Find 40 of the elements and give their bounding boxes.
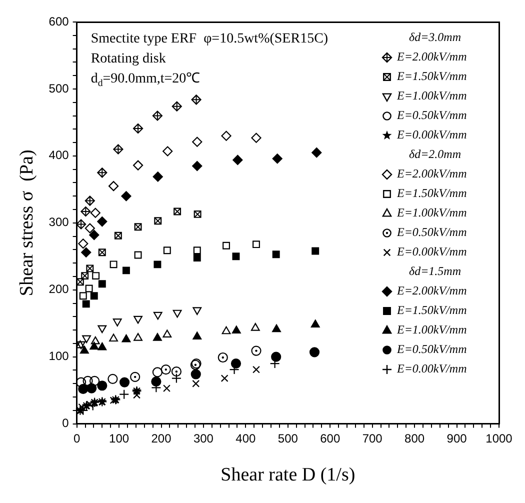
legend-label: E=0.50kV/mm [396,342,468,356]
legend-label: E=0.00kV/mm [396,128,468,142]
x-tick-label: 600 [320,431,340,446]
legend-label: E=0.00kV/mm [396,362,468,376]
annotation: δd=1.5mm [409,264,462,278]
y-tick-label: 0 [62,416,70,430]
x-tick-label: 100 [109,431,130,446]
y-tick-label: 500 [48,81,70,96]
x-tick-label: 900 [446,431,468,446]
legend-label: E=0.50kV/mm [396,108,468,122]
legend-label: E=0.00kV/mm [396,244,468,259]
legend-label: E=0.50kV/mm [396,225,468,240]
y-tick-label: 400 [48,148,70,162]
annotation: δd=2.0mm [409,147,462,162]
annotation: Smectite type ERF φ=10.5wt%(SER15C) [90,32,328,47]
legend-label: E=2.00kV/mm [396,50,468,64]
legend-label: E=1.50kV/mm [396,303,468,318]
legend-label: E=1.00kV/mm [396,88,468,103]
y-axis-title: Shear stress σ (Pa) [16,150,38,296]
x-tick-label: 200 [151,431,172,446]
legend-label: E=2.00kV/mm [396,166,468,181]
x-axis-title: Shear rate D (1/s) [220,464,356,486]
annotation: δd=3.0mm [409,30,462,44]
x-tick-label: 700 [362,431,383,446]
x-tick-label: 300 [193,431,214,446]
x-tick-label: 400 [236,431,256,446]
legend-label: E=2.00kV/mm [396,284,468,298]
x-tick-label: 800 [404,431,425,446]
y-tick-label: 600 [48,14,70,28]
x-tick-label: 500 [278,431,298,446]
y-tick-label: 200 [48,282,70,296]
y-tick-label: 100 [48,349,70,364]
x-tick-label: 1000 [486,431,513,446]
legend-label: E=1.00kV/mm [396,206,468,220]
annotation: Rotating disk [90,52,166,67]
legend-label: E=1.50kV/mm [396,69,468,84]
legend-label: E=1.50kV/mm [396,186,468,200]
x-tick-label: 0 [73,431,80,446]
legend-label: E=1.00kV/mm [396,322,468,337]
y-tick-label: 300 [48,215,70,230]
